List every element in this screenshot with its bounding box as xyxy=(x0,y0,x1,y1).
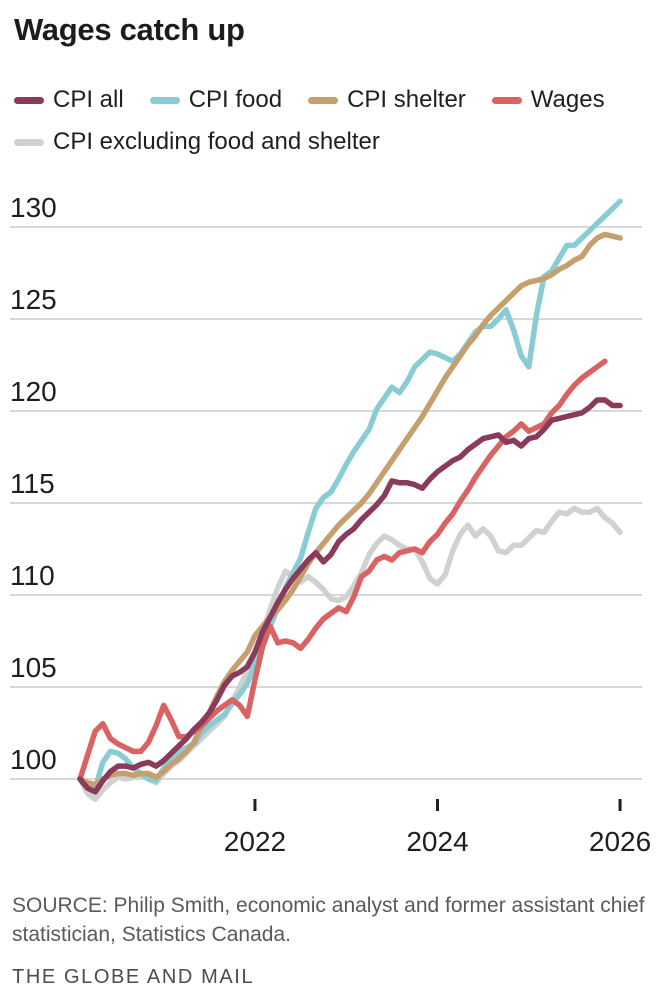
y-axis-label: 120 xyxy=(10,376,57,407)
series-lines xyxy=(77,198,623,802)
y-axis-label: 110 xyxy=(10,560,55,591)
legend-label: CPI excluding food and shelter xyxy=(53,128,380,155)
y-axis-label: 100 xyxy=(10,744,57,775)
series-line-cpi-all xyxy=(77,397,623,795)
line-chart: 100 105 110 115 120 125 130 2022 2024 2026 xyxy=(10,192,651,857)
legend-label: Wages xyxy=(530,86,605,113)
legend-item-wages: Wages xyxy=(491,86,605,114)
legend-item-cpi-shelter: CPI shelter xyxy=(308,86,466,114)
y-axis-labels: 100 105 110 115 120 125 130 xyxy=(10,192,57,775)
legend-item-cpi-excluding-food-and-shelter: CPI excluding food and shelter xyxy=(14,128,380,156)
legend-swatch xyxy=(308,96,339,104)
series-line-cpi-shelter xyxy=(77,231,623,788)
legend-swatch xyxy=(149,96,180,104)
legend-row-1: CPI all CPI food CPI shelter Wages xyxy=(14,86,605,114)
gridlines xyxy=(10,226,642,780)
legend-swatch xyxy=(14,96,44,104)
y-axis-label: 125 xyxy=(10,284,57,315)
series-line-wages xyxy=(77,358,608,782)
legend-row-2: CPI excluding food and shelter xyxy=(14,128,380,156)
series-line-cpi-excluding-food-and-shelter xyxy=(77,505,623,802)
x-axis-ticks xyxy=(253,799,622,811)
legend-label: CPI shelter xyxy=(347,86,466,113)
publication-credit: THE GLOBE AND MAIL xyxy=(12,966,255,988)
legend-item-cpi-food: CPI food xyxy=(149,86,283,114)
source-note: SOURCE: Philip Smith, economic analyst a… xyxy=(12,894,645,946)
legend-label: CPI all xyxy=(53,86,124,113)
legend-swatch xyxy=(14,138,44,146)
legend-label: CPI food xyxy=(188,86,283,113)
series-line-cpi-food xyxy=(77,198,623,791)
chart-title: Wages catch up xyxy=(14,12,245,47)
legend-item-cpi-all: CPI all xyxy=(14,86,124,114)
x-axis-label: 2026 xyxy=(589,826,651,857)
x-axis-label: 2024 xyxy=(406,826,468,857)
x-axis-label: 2022 xyxy=(224,826,286,857)
x-axis-labels: 2022 2024 2026 xyxy=(224,826,651,857)
y-axis-label: 105 xyxy=(10,652,57,683)
legend-swatch xyxy=(491,96,522,104)
y-axis-label: 130 xyxy=(10,192,57,223)
y-axis-label: 115 xyxy=(10,468,55,499)
